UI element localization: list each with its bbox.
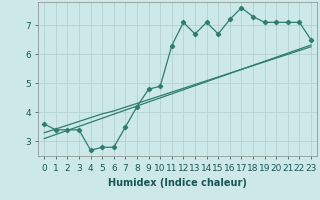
X-axis label: Humidex (Indice chaleur): Humidex (Indice chaleur)	[108, 178, 247, 188]
